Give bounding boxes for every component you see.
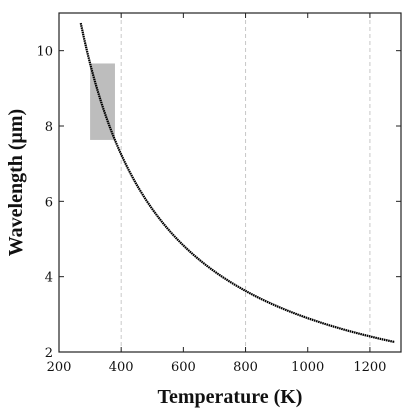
y-axis-title: Wavelength (μm) xyxy=(5,109,27,256)
y-tick-label-2: 2 xyxy=(45,346,53,361)
y-tick-label-8: 8 xyxy=(45,120,53,135)
curve-layer xyxy=(79,22,396,344)
x-tick-label-1000: 1000 xyxy=(291,360,324,375)
x-axis-title: Temperature (K) xyxy=(158,386,303,408)
axes-layer: 200 400 600 800 1000 1200 2 4 6 8 10 xyxy=(36,12,402,375)
x-tick-label-400: 400 xyxy=(109,360,134,375)
y-tick-label-4: 4 xyxy=(45,271,53,286)
plot-frame xyxy=(58,12,402,353)
x-tick-label-600: 600 xyxy=(171,360,196,375)
x-tick-label-200: 200 xyxy=(47,360,72,375)
x-tick-label-1200: 1200 xyxy=(353,360,386,375)
y-tick-label-10: 10 xyxy=(36,45,53,60)
plot-area xyxy=(120,13,371,352)
y-tick-label-6: 6 xyxy=(45,195,53,210)
wavelength-curve xyxy=(79,22,396,344)
labels-layer: Temperature (K) Wavelength (μm) xyxy=(5,109,302,408)
x-tick-label-800: 800 xyxy=(233,360,258,375)
